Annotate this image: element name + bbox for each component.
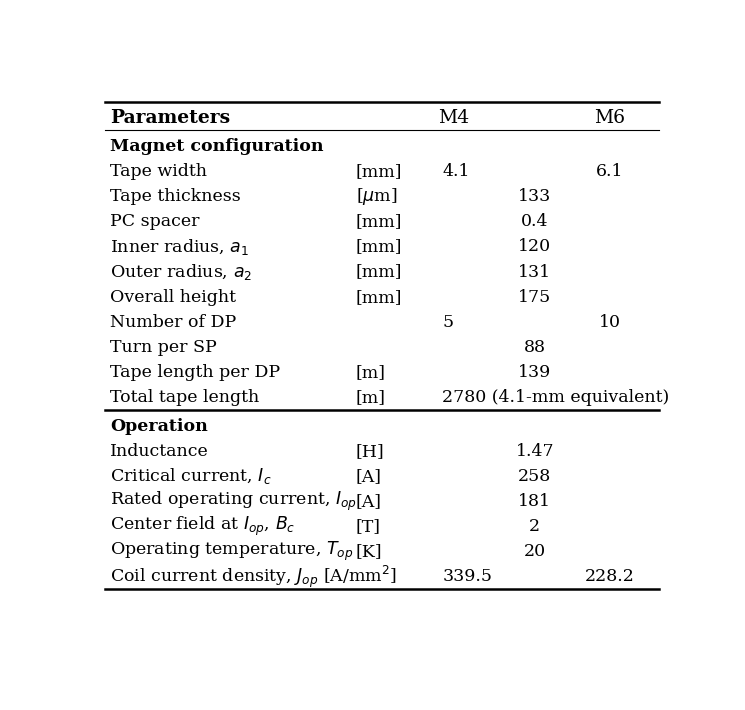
Text: 5: 5	[443, 314, 454, 331]
Text: 181: 181	[519, 493, 551, 510]
Text: Overall height: Overall height	[110, 289, 236, 305]
Text: 339.5: 339.5	[443, 568, 492, 585]
Text: Tape length per DP: Tape length per DP	[110, 364, 281, 381]
Text: Inner radius, $a_1$: Inner radius, $a_1$	[110, 237, 250, 257]
Text: [H]: [H]	[356, 443, 384, 460]
Text: 10: 10	[599, 314, 621, 331]
Text: 88: 88	[524, 339, 546, 356]
Text: Operating temperature, $T_{op}$: Operating temperature, $T_{op}$	[110, 540, 354, 563]
Text: Turn per SP: Turn per SP	[110, 339, 218, 356]
Text: Tape width: Tape width	[110, 163, 207, 180]
Text: [A]: [A]	[356, 468, 382, 485]
Text: [mm]: [mm]	[356, 214, 402, 231]
Text: Critical current, $I_c$: Critical current, $I_c$	[110, 466, 272, 486]
Text: 6.1: 6.1	[596, 163, 624, 180]
Text: [A]: [A]	[356, 493, 382, 510]
Text: Rated operating current, $I_{op}$: Rated operating current, $I_{op}$	[110, 490, 358, 513]
Text: 120: 120	[519, 239, 551, 256]
Text: PC spacer: PC spacer	[110, 214, 200, 231]
Text: Center field at $I_{op}$, $B_c$: Center field at $I_{op}$, $B_c$	[110, 515, 296, 538]
Text: [mm]: [mm]	[356, 263, 402, 280]
Text: 4.1: 4.1	[443, 163, 470, 180]
Text: [m]: [m]	[356, 364, 386, 381]
Text: [m]: [m]	[356, 389, 386, 406]
Text: Tape thickness: Tape thickness	[110, 188, 241, 205]
Text: 133: 133	[519, 188, 551, 205]
Text: 2780 (4.1-mm equivalent): 2780 (4.1-mm equivalent)	[443, 389, 670, 406]
Text: [mm]: [mm]	[356, 239, 402, 256]
Text: 1.47: 1.47	[516, 443, 554, 460]
Text: 20: 20	[524, 543, 546, 560]
Text: Outer radius, $a_2$: Outer radius, $a_2$	[110, 262, 253, 282]
Text: M4: M4	[438, 109, 469, 127]
Text: Magnet configuration: Magnet configuration	[110, 138, 324, 155]
Text: 258: 258	[519, 468, 551, 485]
Text: Coil current density, $J_{op}$ [A/mm$^2$]: Coil current density, $J_{op}$ [A/mm$^2$…	[110, 564, 397, 590]
Text: [mm]: [mm]	[356, 289, 402, 305]
Text: [K]: [K]	[356, 543, 382, 560]
Text: 131: 131	[519, 263, 551, 280]
Text: 139: 139	[519, 364, 551, 381]
Text: [T]: [T]	[356, 518, 381, 535]
Text: 228.2: 228.2	[585, 568, 635, 585]
Text: Inductance: Inductance	[110, 443, 209, 460]
Text: Total tape length: Total tape length	[110, 389, 260, 406]
Text: 2: 2	[529, 518, 540, 535]
Text: Parameters: Parameters	[110, 109, 230, 127]
Text: 0.4: 0.4	[521, 214, 548, 231]
Text: Operation: Operation	[110, 417, 208, 435]
Text: Number of DP: Number of DP	[110, 314, 237, 331]
Text: [$\mu$m]: [$\mu$m]	[356, 186, 397, 207]
Text: M6: M6	[595, 109, 625, 127]
Text: [mm]: [mm]	[356, 163, 402, 180]
Text: 175: 175	[519, 289, 551, 305]
